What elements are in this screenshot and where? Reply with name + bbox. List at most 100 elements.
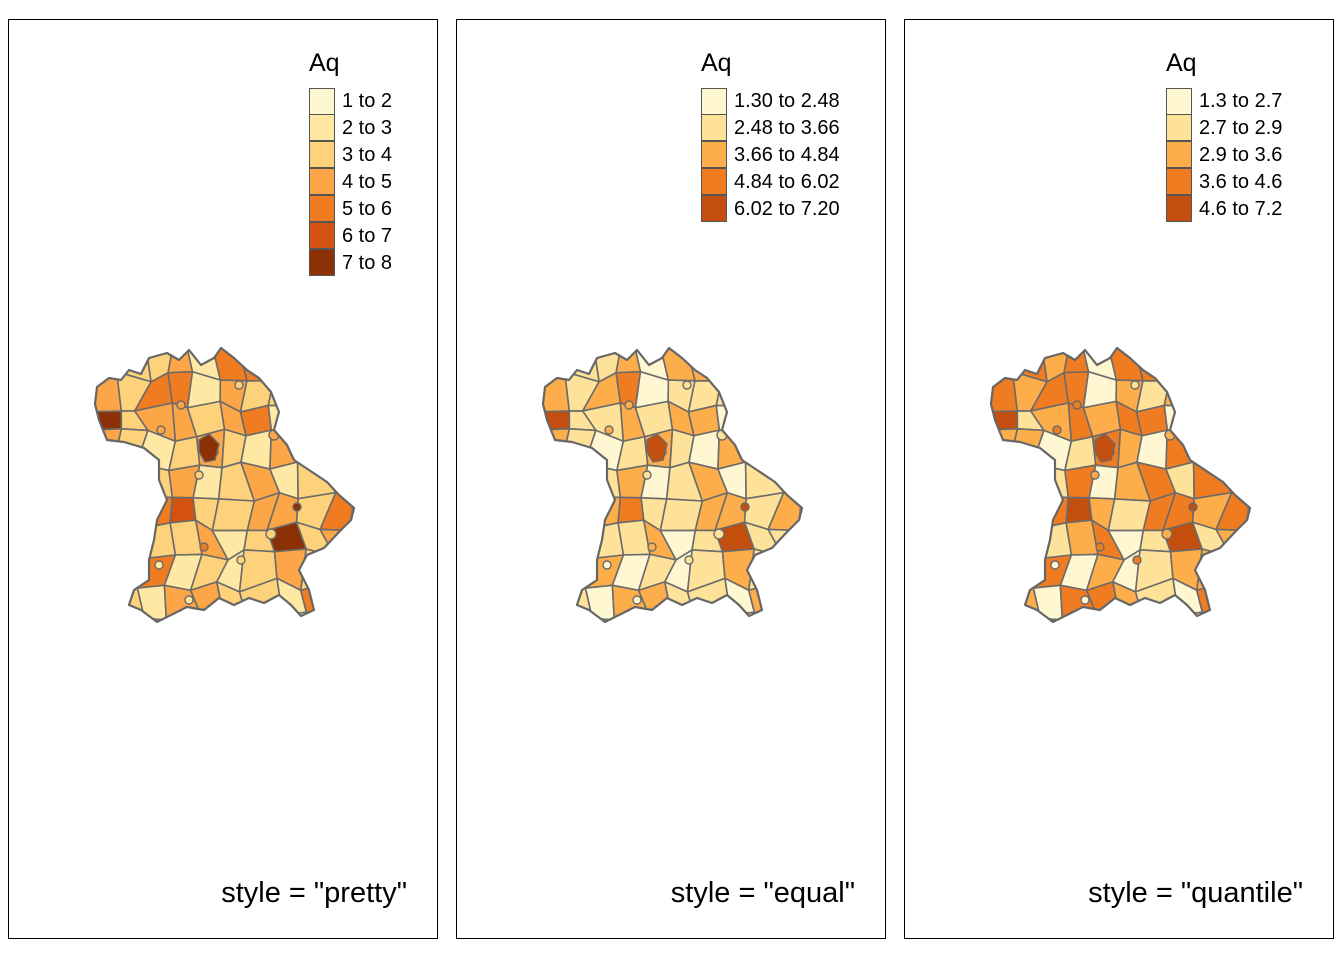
district-region: [797, 371, 802, 409]
city-district: [156, 425, 166, 435]
district-region: [543, 348, 566, 374]
city-district: [632, 595, 642, 605]
city-district: [1052, 425, 1062, 435]
district-region: [113, 487, 147, 530]
legend-swatch: [1166, 141, 1192, 169]
district-region: [796, 435, 802, 466]
city-district: [642, 470, 652, 480]
city-district: [602, 560, 612, 570]
district-region: [297, 611, 330, 622]
district-region: [1193, 611, 1226, 622]
style-caption: style = "quantile": [1088, 877, 1303, 909]
district-region: [299, 402, 327, 437]
legend-label: 1 to 2: [342, 90, 393, 112]
legend-title: Aq: [1166, 49, 1197, 77]
district-region: [613, 619, 652, 622]
city-district: [1080, 595, 1090, 605]
bavaria-choropleth-map: [989, 346, 1252, 624]
district-region: [1239, 614, 1250, 622]
legend-label: 2.9 to 3.6: [1199, 144, 1283, 166]
district-region: [991, 615, 1020, 622]
district-region: [1141, 613, 1180, 622]
district-region: [772, 548, 802, 587]
city-district: [234, 380, 244, 390]
legend-swatch: [1166, 88, 1192, 115]
district-region: [264, 611, 308, 622]
district-region: [745, 611, 778, 622]
district-region: [95, 578, 124, 621]
district-region: [543, 462, 564, 499]
district-region: [583, 617, 617, 622]
district-region: [991, 410, 1019, 431]
city-district: [1188, 502, 1198, 512]
city-district: [682, 380, 692, 390]
district-region: [720, 348, 758, 382]
legend-swatch: [309, 249, 335, 277]
bavaria-choropleth-map: [93, 346, 356, 624]
district-region: [747, 402, 775, 437]
legend-label: 3.66 to 4.84: [734, 144, 840, 166]
district-region: [1218, 401, 1248, 440]
city-district: [1090, 470, 1100, 480]
city-district: [1094, 433, 1116, 463]
city-district: [647, 542, 657, 552]
city-district: [265, 528, 277, 540]
district-region: [991, 517, 1024, 562]
city-district: [604, 425, 614, 435]
district-region: [712, 611, 756, 622]
district-region: [1244, 580, 1250, 619]
city-district: [1072, 400, 1082, 410]
district-region: [1245, 348, 1250, 382]
district-region: [1061, 619, 1100, 622]
legend-label: 6.02 to 7.20: [734, 198, 840, 220]
city-district: [292, 502, 302, 512]
district-region: [1246, 488, 1250, 532]
district-region: [215, 614, 250, 622]
district-region: [95, 487, 120, 523]
city-district: [199, 542, 209, 552]
legend-item: 2.48 to 3.66: [701, 114, 840, 142]
legend-items: 1 to 2 2 to 3 3 to 4 4 to 5 5 to 6 6 to 7 7 to…: [309, 88, 392, 277]
district-region: [543, 615, 572, 622]
district-regions: [95, 348, 354, 622]
city-district: [1050, 560, 1060, 570]
district-region: [111, 462, 147, 498]
legend-swatch: [1166, 195, 1192, 223]
city-district: [194, 470, 204, 480]
district-region: [567, 617, 594, 622]
district-region: [991, 370, 1019, 413]
district-region: [95, 517, 128, 562]
legend-label: 7 to 8: [342, 252, 393, 274]
legend-item: 3 to 4: [309, 141, 393, 169]
state-border: [541, 346, 804, 624]
district-region: [95, 462, 116, 499]
district-region: [566, 517, 592, 562]
legend-swatch: [309, 195, 335, 223]
legend-item: 6 to 7: [309, 222, 392, 250]
state-border: [93, 346, 356, 624]
district-region: [1244, 548, 1250, 587]
district-region: [348, 548, 354, 587]
district-region: [1246, 459, 1250, 491]
district-region: [1168, 348, 1206, 382]
district-region: [1035, 521, 1073, 560]
legend-item: 3.66 to 4.84: [701, 141, 840, 169]
legend-swatch: [309, 168, 335, 196]
legend-swatch: [701, 141, 727, 169]
legend-label: 3 to 4: [342, 144, 393, 166]
district-region: [543, 487, 568, 523]
district-region: [1195, 371, 1228, 408]
legend-item: 4 to 5: [309, 168, 392, 196]
map-panel-pretty: Aq 1 to 2 2 to 3 3 to 4 4 to 5 5 to 6 6 to 7 7…: [8, 19, 438, 939]
district-region: [350, 524, 354, 551]
legend-item: 1 to 2: [309, 88, 392, 115]
district-region: [136, 584, 168, 621]
district-region: [745, 348, 780, 376]
district-region: [1192, 430, 1223, 463]
legend-label: 2 to 3: [342, 117, 393, 139]
district-region: [1005, 557, 1040, 589]
district-region: [744, 430, 775, 463]
district-region: [636, 616, 673, 622]
style-caption: style = "equal": [670, 877, 855, 909]
legend-item: 3.6 to 4.6: [1166, 168, 1282, 196]
